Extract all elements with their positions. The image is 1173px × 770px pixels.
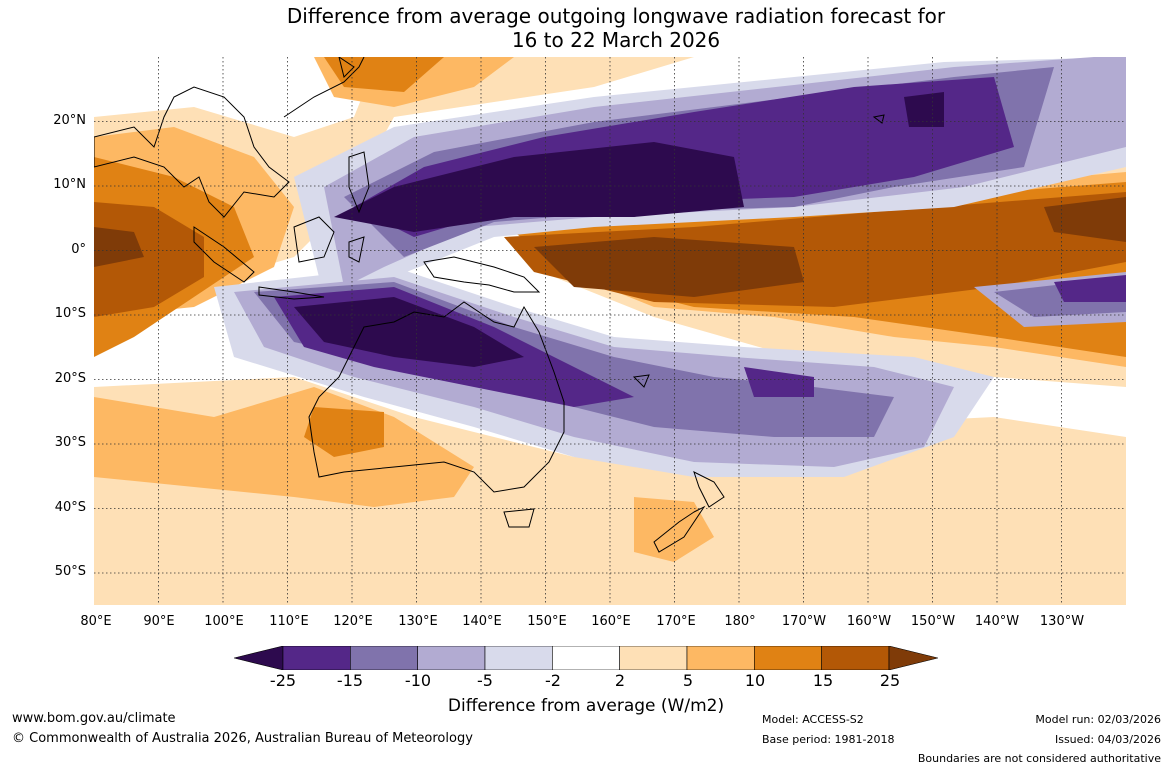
title-line-2: 16 to 22 March 2026: [511, 28, 721, 52]
colorbar-tick: -5: [477, 671, 493, 690]
anomaly-region-darkest-purple: [294, 297, 524, 367]
coastline-hawaii: [872, 114, 885, 124]
colorbar-tick: 5: [682, 671, 694, 690]
lon-label-80e: 80°E: [80, 614, 112, 629]
graticule: [94, 57, 1126, 605]
colorbar-extend-max: [888, 646, 938, 670]
colorbar-tick: 15: [812, 671, 834, 690]
colorbar-extend-min: [234, 646, 284, 670]
lat-label-10s: 10°S: [54, 306, 86, 321]
lon-label-150e: 150°E: [527, 614, 567, 629]
colorbar-swatch: [619, 646, 688, 670]
lon-label-120e: 120°E: [333, 614, 373, 629]
lon-label-160e: 160°E: [591, 614, 631, 629]
coastline-new-zealand-north: [693, 471, 725, 508]
coastline-new-zealand-south: [653, 505, 706, 553]
lon-label-130w: 130°W: [1039, 614, 1085, 629]
colorbar-tick: 2: [614, 671, 626, 690]
lon-label-140e: 140°E: [462, 614, 502, 629]
anomaly-region-dark-purple: [1054, 275, 1126, 302]
anomaly-region-dark-orange: [324, 57, 444, 92]
lat-label-30s: 30°S: [54, 435, 86, 450]
lon-label-100e: 100°E: [204, 614, 244, 629]
anomaly-region-dark-purple: [744, 367, 814, 397]
colorbar-tick: -15: [336, 671, 364, 690]
footer-issued: Issued: 04/03/2026: [1054, 733, 1161, 746]
footer-model-run: Model run: 02/03/2026: [1035, 713, 1161, 726]
lon-label-90e: 90°E: [143, 614, 175, 629]
anomaly-region-mid-orange: [634, 497, 714, 562]
lon-label-180: 180°: [724, 614, 756, 629]
colorbar-swatch: [821, 646, 890, 670]
footer-url[interactable]: www.bom.gov.au/climate: [12, 711, 176, 726]
anomaly-region-darkest-purple: [904, 92, 944, 127]
lon-label-160w: 160°W: [846, 614, 892, 629]
anomaly-region-dark-orange: [304, 407, 384, 457]
anomaly-region-darkest-orange: [1044, 197, 1126, 242]
coastline-fiji: [632, 374, 650, 388]
colorbar-label: Difference from average (W/m2): [447, 696, 725, 716]
colorbar-swatch: [417, 646, 486, 670]
colorbar-swatch: [754, 646, 822, 670]
colorbar-swatch: [552, 646, 620, 670]
coastline-sulawesi: [348, 236, 365, 263]
colorbar-tick: 25: [879, 671, 901, 690]
lat-label-10n: 10°N: [53, 177, 86, 192]
coastline-mainland-asia: [94, 86, 290, 218]
coastline-java: [258, 286, 325, 300]
lon-label-170e: 170°E: [656, 614, 696, 629]
coastline-china-coast: [283, 57, 365, 118]
lat-label-20n: 20°N: [53, 113, 86, 128]
lon-label-150w: 150°W: [910, 614, 956, 629]
title-line-1: Difference from average outgoing longwav…: [286, 4, 946, 28]
lon-label-140w: 140°W: [974, 614, 1020, 629]
lat-label-0: 0°: [71, 242, 86, 257]
lat-label-50s: 50°S: [54, 564, 86, 579]
anomaly-region-darkest-orange: [534, 237, 804, 297]
coastline-tasmania: [503, 508, 535, 528]
coastline-sumatra: [193, 226, 255, 283]
lon-label-130e: 130°E: [398, 614, 438, 629]
footer-boundaries-note: Boundaries are not considered authoritat…: [917, 752, 1161, 765]
colorbar-tick: -25: [269, 671, 297, 690]
colorbar-tick: 10: [744, 671, 766, 690]
colorbar-swatch: [484, 646, 553, 670]
colorbar-tick: -10: [404, 671, 432, 690]
lon-label-110e: 110°E: [269, 614, 309, 629]
coastline-new-guinea: [423, 256, 541, 293]
colorbar: [234, 646, 938, 670]
coastline-japan-south: [338, 57, 355, 78]
colorbar-swatch: [282, 646, 351, 670]
lat-label-40s: 40°S: [54, 500, 86, 515]
coastline-australia: [308, 301, 565, 493]
olr-anomaly-map: [94, 57, 1126, 605]
lat-label-20s: 20°S: [54, 371, 86, 386]
colorbar-tick: -2: [545, 671, 561, 690]
coastline-borneo: [293, 216, 335, 263]
chart-title: Difference from average outgoing longwav…: [0, 4, 1173, 52]
footer-copyright: © Commonwealth of Australia 2026, Austra…: [12, 731, 473, 746]
anomaly-region-darkest-orange: [94, 227, 144, 267]
footer-base-period: Base period: 1981-2018: [762, 733, 895, 746]
colorbar-swatch: [686, 646, 755, 670]
footer-model: Model: ACCESS-S2: [762, 713, 864, 726]
colorbar-swatch: [350, 646, 418, 670]
lon-label-170w: 170°W: [781, 614, 827, 629]
coastlines: [94, 57, 885, 553]
coastline-philippines: [348, 151, 370, 214]
anomaly-region-darkest-purple: [334, 142, 744, 232]
